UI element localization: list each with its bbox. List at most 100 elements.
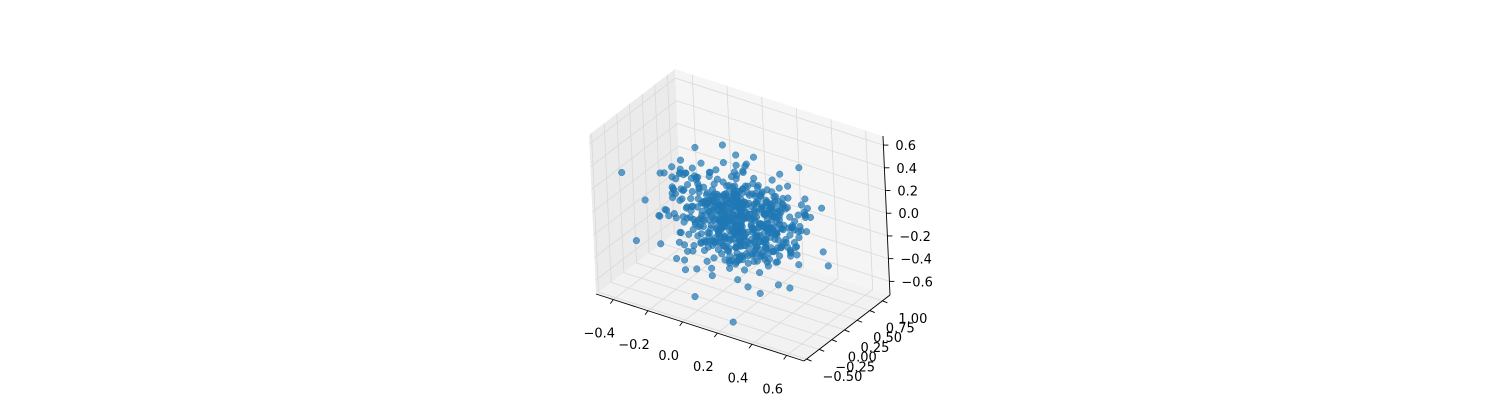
data-point bbox=[713, 175, 721, 183]
data-point bbox=[737, 237, 745, 245]
data-point bbox=[753, 208, 761, 216]
data-point bbox=[778, 200, 786, 208]
grid-line-y bbox=[641, 94, 858, 321]
x-tick bbox=[679, 321, 684, 327]
data-point bbox=[795, 261, 803, 269]
data-point bbox=[735, 201, 743, 209]
data-point bbox=[676, 196, 684, 204]
data-point bbox=[744, 259, 752, 267]
y-axis-line bbox=[803, 294, 891, 362]
data-point bbox=[691, 220, 699, 228]
data-point bbox=[688, 188, 696, 196]
data-point bbox=[687, 207, 695, 215]
left-wall-pane bbox=[589, 69, 682, 294]
data-point bbox=[680, 186, 688, 194]
data-point bbox=[794, 211, 802, 219]
y-tick bbox=[806, 358, 812, 362]
data-point bbox=[738, 189, 746, 197]
grid-line-y bbox=[591, 133, 807, 360]
data-point bbox=[756, 192, 764, 200]
axis-lines bbox=[595, 135, 895, 362]
data-point bbox=[618, 168, 626, 177]
data-point bbox=[710, 254, 718, 262]
data-point bbox=[768, 225, 776, 233]
grid-line-y bbox=[603, 123, 820, 350]
data-point bbox=[760, 210, 768, 218]
data-point bbox=[745, 199, 753, 207]
y-tick bbox=[882, 300, 888, 304]
data-point bbox=[708, 264, 716, 272]
data-point bbox=[694, 232, 702, 240]
data-point bbox=[722, 242, 730, 250]
data-point bbox=[699, 222, 707, 231]
data-point bbox=[771, 192, 780, 200]
data-point bbox=[691, 143, 699, 151]
data-point bbox=[704, 243, 712, 251]
grid-line-x bbox=[717, 108, 804, 334]
data-point bbox=[709, 237, 717, 245]
data-point bbox=[697, 238, 705, 246]
tick-labels: −0.4−0.20.00.20.40.6−0.50−0.250.000.250.… bbox=[584, 139, 933, 397]
z-tick-label: −0.6 bbox=[901, 275, 933, 290]
data-point bbox=[768, 176, 776, 184]
grid-line-z bbox=[590, 100, 885, 169]
data-point bbox=[782, 238, 790, 247]
data-point bbox=[795, 164, 803, 172]
data-point bbox=[756, 253, 764, 261]
data-point bbox=[720, 215, 728, 223]
data-point bbox=[774, 281, 782, 289]
data-point bbox=[755, 220, 763, 228]
data-point bbox=[756, 269, 764, 277]
data-point bbox=[673, 254, 681, 263]
data-point bbox=[719, 223, 727, 231]
data-point bbox=[723, 202, 731, 210]
x-tick bbox=[713, 332, 718, 338]
data-point bbox=[753, 183, 761, 191]
z-tick-label: −0.4 bbox=[900, 253, 932, 268]
data-point bbox=[818, 204, 826, 212]
data-point bbox=[719, 178, 727, 186]
data-point bbox=[801, 195, 809, 203]
data-point bbox=[753, 231, 761, 239]
data-point bbox=[739, 168, 747, 176]
data-point bbox=[795, 234, 803, 242]
data-point bbox=[730, 168, 738, 176]
z-tick-label: −0.2 bbox=[899, 230, 931, 245]
data-point bbox=[819, 248, 827, 256]
x-tick-label: −0.2 bbox=[618, 338, 650, 353]
data-point bbox=[727, 231, 735, 239]
data-point bbox=[780, 221, 788, 229]
data-point bbox=[725, 257, 733, 265]
data-point bbox=[739, 213, 747, 221]
data-point bbox=[762, 239, 770, 248]
data-point bbox=[750, 257, 758, 265]
data-point bbox=[708, 272, 716, 280]
data-point bbox=[703, 257, 711, 265]
data-point bbox=[680, 241, 689, 249]
data-point bbox=[765, 249, 773, 257]
data-point bbox=[657, 240, 665, 248]
data-point bbox=[714, 246, 722, 254]
data-point bbox=[734, 276, 742, 284]
data-point bbox=[694, 195, 702, 203]
data-point bbox=[695, 188, 703, 196]
y-tick-label: 0.25 bbox=[861, 341, 890, 356]
x-tick-label: 0.2 bbox=[693, 360, 714, 375]
data-point bbox=[772, 258, 780, 266]
data-point bbox=[741, 230, 750, 238]
data-point bbox=[687, 195, 695, 203]
data-point bbox=[718, 141, 726, 149]
data-point bbox=[671, 190, 679, 198]
data-point bbox=[681, 256, 689, 264]
data-point bbox=[733, 221, 741, 229]
data-point bbox=[691, 293, 699, 301]
data-point bbox=[806, 213, 815, 221]
data-point bbox=[784, 182, 792, 190]
data-point bbox=[693, 265, 701, 273]
floor-pane bbox=[596, 228, 890, 361]
data-point bbox=[679, 213, 687, 221]
z-tick-label: 0.4 bbox=[896, 162, 917, 177]
scatter-points bbox=[618, 141, 832, 326]
data-point bbox=[694, 179, 702, 188]
data-point bbox=[791, 243, 800, 251]
